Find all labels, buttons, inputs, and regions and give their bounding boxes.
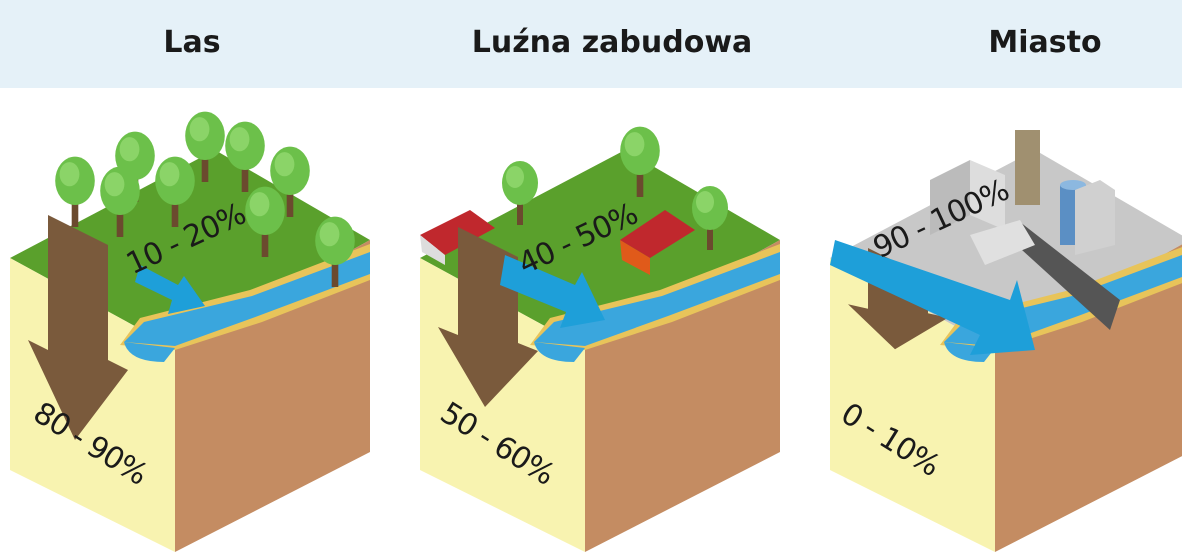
tree-crown — [190, 117, 210, 141]
building — [1075, 180, 1115, 255]
panel-title: Las — [163, 25, 220, 60]
tree-crown — [320, 222, 340, 246]
tree-crown — [696, 191, 714, 213]
tree-crown — [60, 162, 80, 186]
tree-crown — [160, 162, 180, 186]
tree-crown — [275, 152, 295, 176]
tree-crown — [506, 166, 524, 188]
tower — [1015, 130, 1040, 205]
panel-title: Luźna zabudowa — [472, 25, 753, 60]
tree-crown — [625, 132, 645, 156]
tree-crown — [250, 192, 270, 216]
panel-title: Miasto — [988, 25, 1101, 60]
artwork — [10, 112, 1182, 552]
infographic: Las Luźna zabudowa Miasto 10 - 20% 80 - … — [0, 0, 1182, 552]
tree-crown — [120, 137, 140, 161]
tree-crown — [230, 127, 250, 151]
tree-crown — [105, 172, 125, 196]
